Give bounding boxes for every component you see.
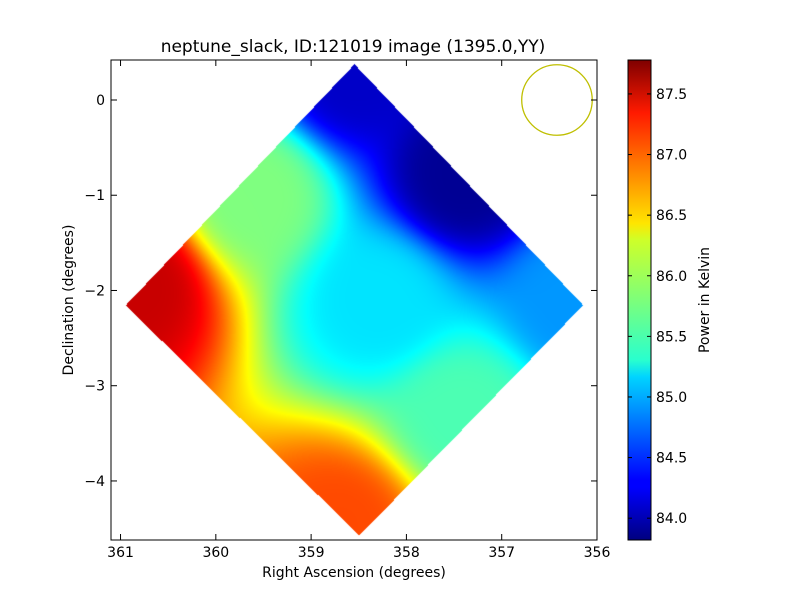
heatmap-image: [111, 60, 597, 540]
x-tick-label: 359: [298, 545, 325, 561]
y-tick-label: −2: [84, 283, 105, 299]
x-axis-label: Right Ascension (degrees): [262, 565, 446, 581]
y-tick-label: 0: [96, 93, 105, 109]
colorbar: [627, 59, 652, 541]
colorbar-tick-label: 85.0: [656, 390, 687, 406]
colorbar-label: Power in Kelvin: [697, 247, 713, 353]
plot-frame: [110, 59, 598, 541]
colorbar-tick-label: 84.0: [656, 511, 687, 527]
x-tick-label: 357: [488, 545, 515, 561]
x-axis-ticks: 361 360 359 358 357 356: [107, 60, 610, 561]
y-tick-label: −4: [84, 474, 105, 490]
colorbar-tick-label: 85.5: [656, 329, 687, 345]
colorbar-tick-label: 86.5: [656, 208, 687, 224]
colorbar-tick-label: 84.5: [656, 451, 687, 467]
colorbar-tick-label: 87.0: [656, 148, 687, 164]
y-tick-label: −3: [84, 379, 105, 395]
y-axis-label: Declination (degrees): [61, 225, 77, 376]
colorbar-tick-label: 86.0: [656, 269, 687, 285]
colorbar-ticks: 84.0 84.5 85.0 85.5 86.0 86.5 87.0 87.5: [628, 87, 687, 527]
colorbar-tick-label: 87.5: [656, 87, 687, 103]
x-tick-label: 361: [107, 545, 134, 561]
chart-title: neptune_slack, ID:121019 image (1395.0,Y…: [161, 37, 546, 57]
y-tick-label: −1: [84, 188, 105, 204]
x-tick-label: 358: [393, 545, 420, 561]
y-axis-ticks: 0 −1 −2 −3 −4: [84, 93, 597, 490]
x-tick-label: 360: [202, 545, 229, 561]
x-tick-label: 356: [584, 545, 611, 561]
